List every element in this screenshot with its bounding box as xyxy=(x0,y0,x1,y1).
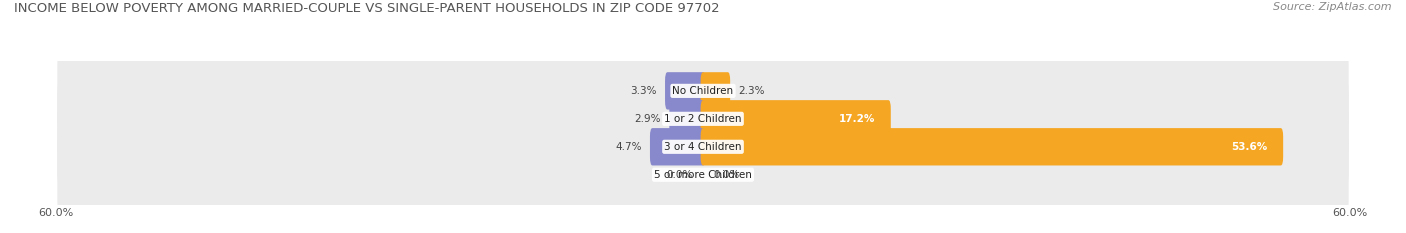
FancyBboxPatch shape xyxy=(700,72,730,110)
Text: INCOME BELOW POVERTY AMONG MARRIED-COUPLE VS SINGLE-PARENT HOUSEHOLDS IN ZIP COD: INCOME BELOW POVERTY AMONG MARRIED-COUPL… xyxy=(14,2,720,15)
FancyBboxPatch shape xyxy=(58,50,1348,132)
FancyBboxPatch shape xyxy=(669,100,706,137)
Text: 0.0%: 0.0% xyxy=(714,170,740,180)
FancyBboxPatch shape xyxy=(700,128,1284,165)
Text: 5 or more Children: 5 or more Children xyxy=(654,170,752,180)
FancyBboxPatch shape xyxy=(700,100,891,137)
Text: No Children: No Children xyxy=(672,86,734,96)
Text: 1 or 2 Children: 1 or 2 Children xyxy=(664,114,742,124)
FancyBboxPatch shape xyxy=(58,78,1348,160)
FancyBboxPatch shape xyxy=(58,134,1348,216)
FancyBboxPatch shape xyxy=(665,72,706,110)
Text: 3.3%: 3.3% xyxy=(630,86,657,96)
Text: 3 or 4 Children: 3 or 4 Children xyxy=(664,142,742,152)
Text: 2.9%: 2.9% xyxy=(634,114,661,124)
Text: Source: ZipAtlas.com: Source: ZipAtlas.com xyxy=(1274,2,1392,12)
Text: 4.7%: 4.7% xyxy=(614,142,641,152)
Text: 53.6%: 53.6% xyxy=(1232,142,1268,152)
Text: 17.2%: 17.2% xyxy=(839,114,876,124)
FancyBboxPatch shape xyxy=(650,128,706,165)
Text: 2.3%: 2.3% xyxy=(738,86,765,96)
FancyBboxPatch shape xyxy=(58,106,1348,188)
Text: 0.0%: 0.0% xyxy=(666,170,692,180)
